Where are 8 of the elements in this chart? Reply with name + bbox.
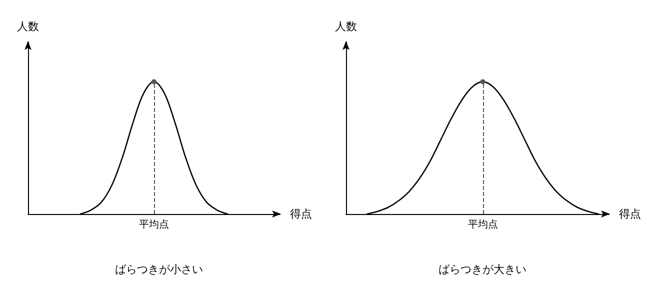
text: ばらつきが大きい <box>438 263 526 276</box>
y-axis-title: 人数 <box>335 20 357 33</box>
text: ばらつきが小さい <box>115 263 203 276</box>
x-axis-title: 得点 <box>290 208 312 220</box>
y-axis-title: 人数 <box>17 20 39 33</box>
text: 平均点 <box>139 218 169 230</box>
text: 平均点 <box>468 218 498 230</box>
x-axis-title: 得点 <box>619 208 641 220</box>
